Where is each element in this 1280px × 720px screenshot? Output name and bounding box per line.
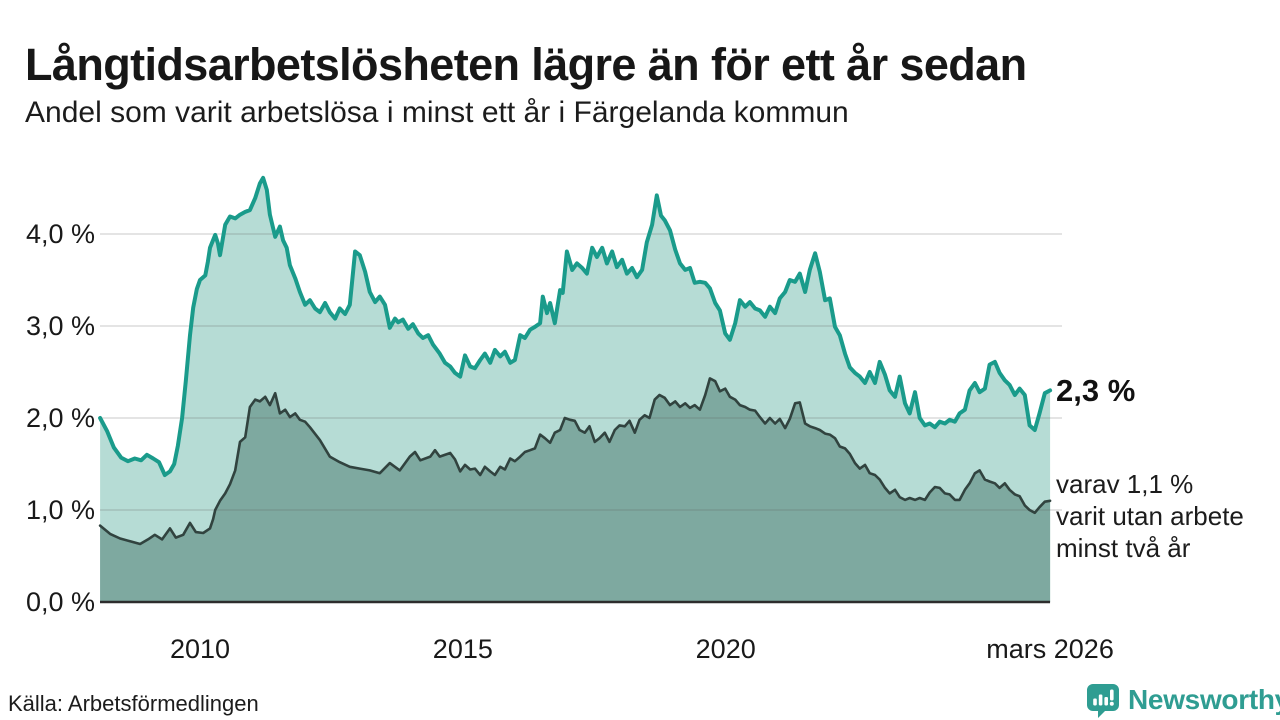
x-tick-label: 2020 [696, 634, 756, 664]
newsworthy-bubble-chart-icon [1087, 684, 1119, 718]
y-tick-label: 1,0 % [26, 495, 95, 525]
line-2yr [98, 377, 1052, 546]
y-tick-label: 4,0 % [26, 219, 95, 249]
latest-value-label: 2,3 % [1056, 373, 1136, 408]
x-tick-label: 2010 [170, 634, 230, 664]
x-tick-label: mars 2026 [986, 634, 1114, 664]
x-tick-label: 2015 [433, 634, 493, 664]
newsworthy-logo: Newsworthy [1085, 682, 1280, 718]
area-fill-2yr [100, 378, 1051, 602]
newsworthy-wordmark: Newsworthy [1128, 684, 1280, 715]
page-title: Långtidsarbetslösheten lägre än för ett … [25, 39, 1027, 91]
y-tick-label: 3,0 % [26, 311, 95, 341]
source-caption: Källa: Arbetsförmedlingen [8, 691, 259, 716]
chart-subtitle: Andel som varit arbetslösa i minst ett å… [25, 96, 849, 129]
secondary-series-note: varav 1,1 % varit utan arbete minst två … [1056, 469, 1244, 563]
line-1yr [98, 175, 1053, 477]
y-tick-label: 0,0 % [26, 587, 95, 617]
y-tick-label: 2,0 % [26, 403, 95, 433]
